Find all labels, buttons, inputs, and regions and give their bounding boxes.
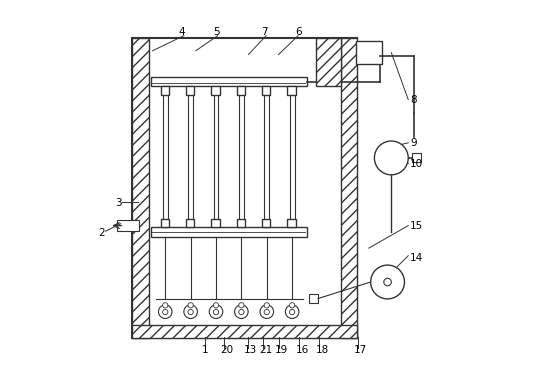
Circle shape: [371, 265, 404, 299]
Text: 19: 19: [275, 346, 288, 355]
Circle shape: [289, 309, 295, 315]
Text: 18: 18: [315, 346, 328, 355]
Circle shape: [375, 141, 408, 175]
Bar: [308, 294, 318, 303]
Text: 13: 13: [244, 346, 257, 355]
Text: 16: 16: [295, 346, 309, 355]
Bar: [151, 227, 307, 237]
Circle shape: [184, 305, 197, 318]
Circle shape: [239, 303, 244, 308]
Bar: [132, 38, 358, 338]
Bar: [160, 219, 169, 227]
Circle shape: [264, 309, 269, 315]
Bar: [412, 153, 421, 162]
Bar: [160, 86, 169, 95]
Bar: [186, 86, 194, 95]
Bar: [237, 219, 245, 227]
Bar: [151, 77, 307, 86]
Bar: [132, 325, 358, 338]
Circle shape: [214, 303, 218, 308]
Bar: [186, 219, 194, 227]
Text: 7: 7: [262, 27, 268, 37]
Bar: [340, 38, 358, 338]
Circle shape: [286, 305, 299, 318]
Bar: [287, 219, 296, 227]
Bar: [211, 86, 220, 95]
Circle shape: [264, 303, 269, 308]
Text: 8: 8: [410, 95, 417, 105]
Text: 4: 4: [179, 27, 185, 37]
Text: 5: 5: [212, 27, 220, 37]
Text: 17: 17: [354, 346, 367, 355]
Circle shape: [384, 278, 391, 286]
Text: 6: 6: [295, 27, 302, 37]
Circle shape: [239, 309, 244, 315]
Circle shape: [214, 309, 218, 315]
Text: 21: 21: [259, 346, 272, 355]
Circle shape: [260, 305, 274, 318]
Bar: [132, 38, 149, 338]
Text: 1: 1: [202, 346, 208, 355]
Bar: [316, 38, 340, 86]
Text: 14: 14: [410, 253, 423, 262]
Bar: [287, 86, 296, 95]
Text: 15: 15: [410, 221, 423, 230]
Circle shape: [289, 303, 295, 308]
Bar: [356, 41, 382, 64]
Text: 9: 9: [410, 138, 417, 148]
Bar: [262, 219, 270, 227]
Circle shape: [235, 305, 248, 318]
Text: 10: 10: [410, 159, 423, 168]
Bar: [262, 86, 270, 95]
Circle shape: [163, 309, 168, 315]
Bar: [237, 86, 245, 95]
Text: 20: 20: [220, 346, 234, 355]
Bar: [211, 219, 220, 227]
Circle shape: [188, 303, 193, 308]
Bar: [117, 220, 139, 231]
Text: 3: 3: [115, 198, 121, 208]
Circle shape: [209, 305, 223, 318]
Circle shape: [163, 303, 168, 308]
Text: 2: 2: [98, 228, 105, 238]
Circle shape: [188, 309, 193, 315]
Circle shape: [158, 305, 172, 318]
